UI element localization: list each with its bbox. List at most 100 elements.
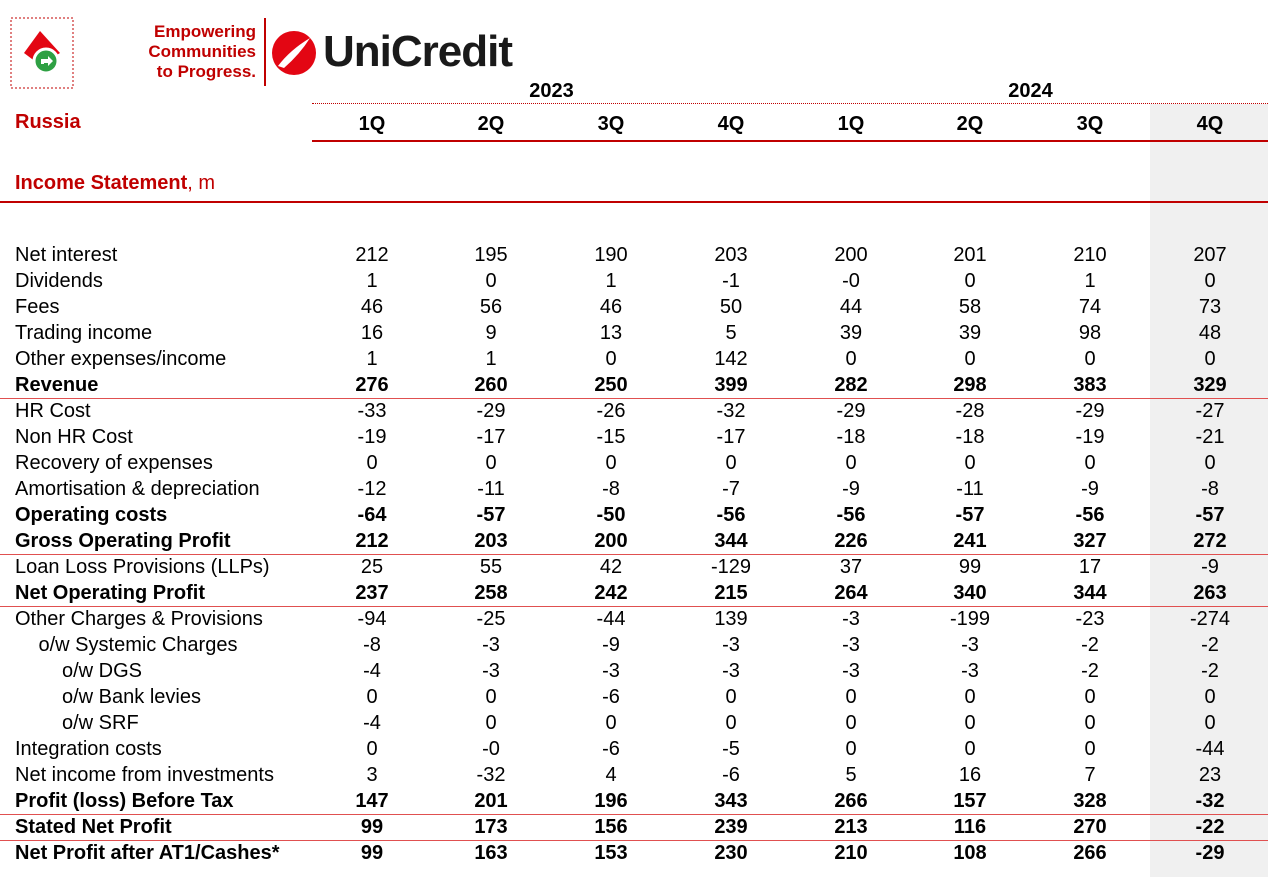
row-label: Amortisation & depreciation <box>15 478 260 500</box>
cell: 0 <box>1084 348 1096 370</box>
cell: 48 <box>1198 322 1222 344</box>
cell: -64 <box>357 504 387 526</box>
cell: 399 <box>714 374 748 396</box>
cell: -5 <box>722 738 740 760</box>
cell: 195 <box>474 244 508 266</box>
cell: 0 <box>1204 452 1216 474</box>
cell: -11 <box>956 478 984 500</box>
cell: 0 <box>845 348 857 370</box>
cell: 0 <box>1204 712 1216 734</box>
cell: 153 <box>594 842 628 864</box>
cell: 0 <box>1084 738 1096 760</box>
cell: 212 <box>355 244 389 266</box>
cell: -56 <box>1075 504 1105 526</box>
cell: 5 <box>725 322 737 344</box>
cell: -18 <box>836 426 866 448</box>
cell: -17 <box>716 426 746 448</box>
cell: 212 <box>355 530 389 552</box>
cell: 203 <box>474 530 508 552</box>
cell: 16 <box>958 764 982 786</box>
cell: -8 <box>602 478 620 500</box>
cell: 42 <box>599 556 623 578</box>
cell: 7 <box>1084 764 1096 786</box>
brand-mark <box>272 31 316 75</box>
cell: 56 <box>479 296 503 318</box>
cell: -44 <box>1195 738 1225 760</box>
cell: 147 <box>355 790 389 812</box>
cell: -22 <box>1195 816 1225 838</box>
cell: -7 <box>722 478 740 500</box>
cell: 9 <box>485 322 497 344</box>
cell: -56 <box>836 504 866 526</box>
row-rule <box>0 554 1268 555</box>
cell: 196 <box>594 790 628 812</box>
cell: 201 <box>474 790 508 812</box>
cell: -32 <box>476 764 506 786</box>
tagline-line: to Progress. <box>156 62 256 81</box>
cell: -94 <box>357 608 387 630</box>
quarter-header: 1Q <box>837 113 865 135</box>
cell: 1 <box>485 348 497 370</box>
row-label: o/w Systemic Charges <box>38 634 238 656</box>
row-rule <box>0 814 1268 815</box>
cell: 0 <box>845 738 857 760</box>
cell: 99 <box>360 842 384 864</box>
cell: 142 <box>714 348 748 370</box>
year-rule <box>312 103 1268 104</box>
brand: UniCredit <box>323 27 513 76</box>
row-label: Gross Operating Profit <box>15 530 231 552</box>
cell: 270 <box>1073 816 1107 838</box>
cell: -17 <box>476 426 506 448</box>
cell: -29 <box>1075 400 1105 422</box>
cell: 328 <box>1073 790 1107 812</box>
cell: 173 <box>474 816 508 838</box>
year-header: 2023 <box>529 80 574 102</box>
cell: -0 <box>842 270 860 292</box>
cell: 0 <box>845 452 857 474</box>
cell: 23 <box>1198 764 1222 786</box>
header-rule <box>312 140 1268 142</box>
quarter-header: 4Q <box>717 113 745 135</box>
cell: 0 <box>485 686 497 708</box>
cell: 0 <box>964 738 976 760</box>
cell: 73 <box>1198 296 1222 318</box>
cell: 0 <box>605 712 617 734</box>
cell: 0 <box>964 452 976 474</box>
cell: 0 <box>725 452 737 474</box>
cell: -19 <box>1075 426 1105 448</box>
cell: 0 <box>845 712 857 734</box>
cell: 0 <box>366 452 378 474</box>
cell: -4 <box>363 712 381 734</box>
cell: -29 <box>836 400 866 422</box>
quarter-header: 3Q <box>1076 113 1104 135</box>
row-label: HR Cost <box>15 400 91 422</box>
cell: -18 <box>955 426 985 448</box>
cell: -129 <box>710 556 752 578</box>
cell: -3 <box>842 608 860 630</box>
row-label: o/w Bank levies <box>62 686 201 708</box>
cell: -3 <box>722 660 740 682</box>
row-rule <box>0 840 1268 841</box>
cell: -32 <box>716 400 746 422</box>
cell: -3 <box>842 660 860 682</box>
cell: 200 <box>834 244 868 266</box>
cell: 340 <box>953 582 987 604</box>
row-label: Revenue <box>15 374 99 396</box>
cell: -9 <box>1081 478 1099 500</box>
row-label: Operating costs <box>15 504 168 526</box>
cell: -23 <box>1075 608 1105 630</box>
cell: 4 <box>605 764 617 786</box>
row-label: Net Profit after AT1/Cashes* <box>15 842 280 864</box>
cell: -274 <box>1189 608 1231 630</box>
cell: -1 <box>722 270 740 292</box>
cell: 0 <box>605 348 617 370</box>
cell: 276 <box>355 374 389 396</box>
cell: 108 <box>953 842 987 864</box>
cell: 0 <box>964 270 976 292</box>
cell: 210 <box>834 842 868 864</box>
cell: 0 <box>485 452 497 474</box>
cell: -27 <box>1195 400 1225 422</box>
cell: -2 <box>1201 660 1219 682</box>
cell: 13 <box>599 322 623 344</box>
